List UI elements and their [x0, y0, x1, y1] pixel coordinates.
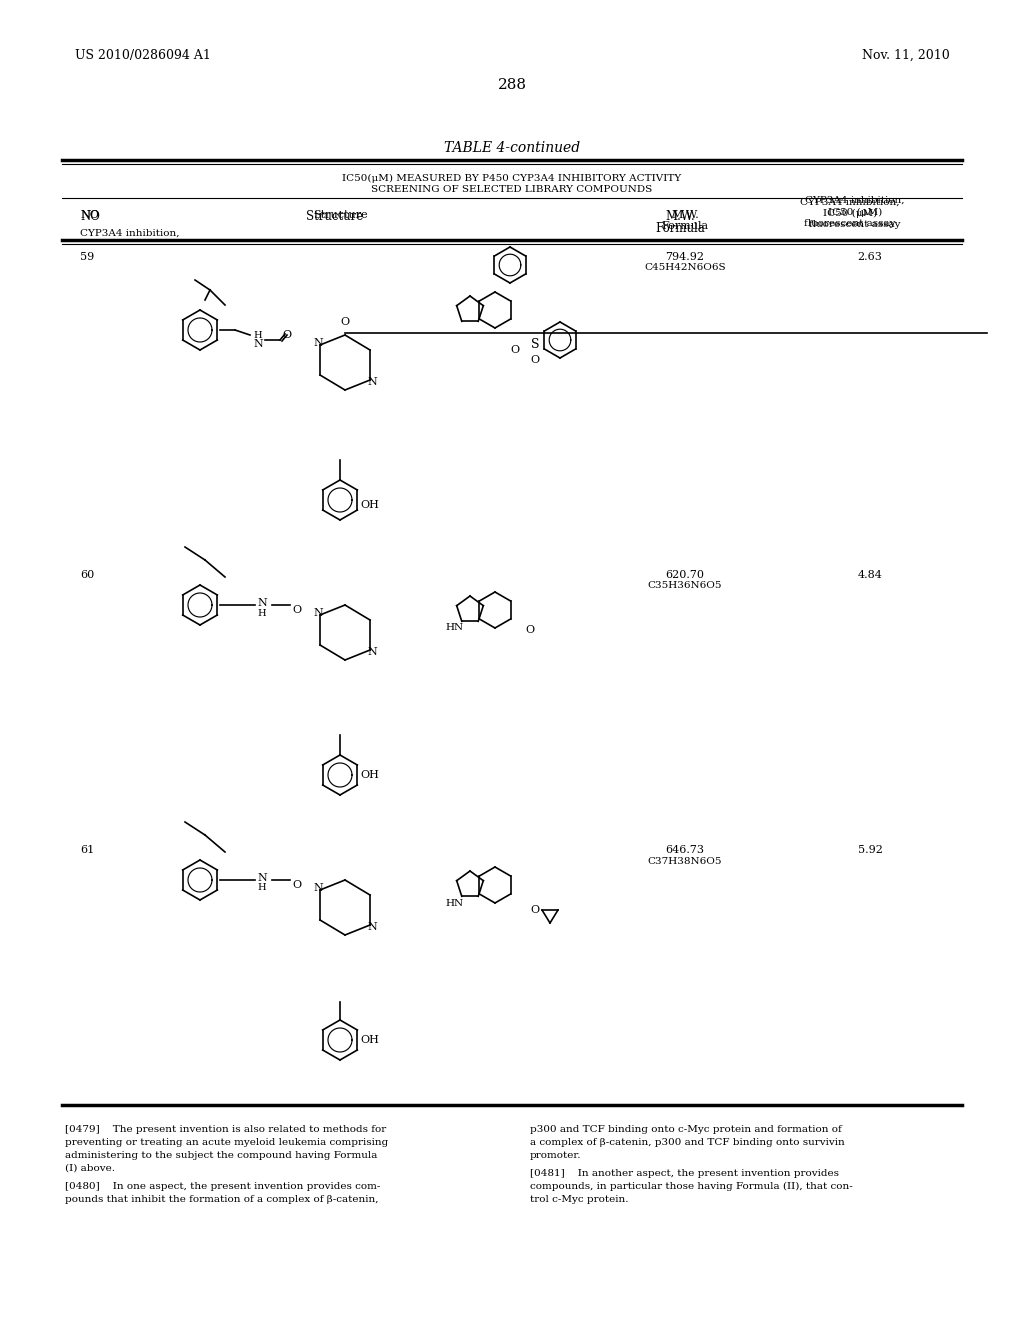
Text: CYP3A4 inhibition,: CYP3A4 inhibition,	[80, 228, 179, 238]
Text: [0479]    The present invention is also related to methods for: [0479] The present invention is also rel…	[65, 1125, 386, 1134]
Text: OH: OH	[360, 770, 379, 780]
Text: Formula: Formula	[655, 222, 705, 235]
Text: H: H	[257, 609, 265, 618]
Text: IC50 (μM): IC50 (μM)	[823, 209, 878, 218]
Text: N: N	[253, 339, 263, 348]
Text: N: N	[368, 378, 377, 387]
Text: Structure: Structure	[312, 210, 368, 220]
Text: OH: OH	[360, 500, 379, 510]
Text: Formula: Formula	[662, 220, 709, 231]
Text: N: N	[257, 598, 266, 609]
Text: O: O	[340, 317, 349, 327]
Text: compounds, in particular those having Formula (II), that con-: compounds, in particular those having Fo…	[530, 1181, 853, 1191]
Text: a complex of β-catenin, p300 and TCF binding onto survivin: a complex of β-catenin, p300 and TCF bin…	[530, 1138, 845, 1147]
Text: US 2010/0286094 A1: US 2010/0286094 A1	[75, 49, 211, 62]
Text: N: N	[313, 883, 323, 894]
Text: pounds that inhibit the formation of a complex of β-catenin,: pounds that inhibit the formation of a c…	[65, 1195, 379, 1204]
Text: Structure: Structure	[306, 210, 364, 223]
Text: 288: 288	[498, 78, 526, 92]
Text: 60: 60	[80, 570, 94, 579]
Text: CYP3A4 inhibition,: CYP3A4 inhibition,	[805, 195, 905, 205]
Text: O: O	[530, 906, 539, 915]
Text: HN: HN	[445, 623, 464, 632]
Text: H: H	[253, 330, 261, 339]
Text: (I) above.: (I) above.	[65, 1164, 115, 1173]
Text: 646.73: 646.73	[666, 845, 705, 855]
Text: M.W.: M.W.	[666, 210, 695, 223]
Text: OH: OH	[360, 1035, 379, 1045]
Text: trol c-Myc protein.: trol c-Myc protein.	[530, 1195, 629, 1204]
Text: S: S	[530, 338, 540, 351]
Text: [0480]    In one aspect, the present invention provides com-: [0480] In one aspect, the present invent…	[65, 1181, 380, 1191]
Text: O: O	[530, 355, 540, 366]
Text: O: O	[292, 880, 301, 890]
Text: TABLE 4-continued: TABLE 4-continued	[444, 141, 580, 154]
Text: C45H42N6O6S: C45H42N6O6S	[644, 264, 726, 272]
Text: IC50 (μM): IC50 (μM)	[827, 209, 882, 216]
Text: promoter.: promoter.	[530, 1151, 582, 1160]
Text: H: H	[257, 883, 265, 892]
Text: HN: HN	[445, 899, 464, 908]
Text: NO: NO	[80, 210, 100, 223]
Text: SCREENING OF SELECTED LIBRARY COMPOUNDS: SCREENING OF SELECTED LIBRARY COMPOUNDS	[372, 186, 652, 194]
Text: O: O	[510, 345, 519, 355]
Text: Nov. 11, 2010: Nov. 11, 2010	[862, 49, 950, 62]
Text: C35H36N6O5: C35H36N6O5	[648, 582, 722, 590]
Text: 620.70: 620.70	[666, 570, 705, 579]
Text: preventing or treating an acute myeloid leukemia comprising: preventing or treating an acute myeloid …	[65, 1138, 388, 1147]
Text: p300 and TCF binding onto c-Myc protein and formation of: p300 and TCF binding onto c-Myc protein …	[530, 1125, 842, 1134]
Text: 61: 61	[80, 845, 94, 855]
Text: O: O	[292, 605, 301, 615]
Text: 2.63: 2.63	[857, 252, 883, 261]
Text: fluorescent assay: fluorescent assay	[804, 219, 896, 228]
Text: N: N	[368, 921, 377, 932]
Text: 59: 59	[80, 252, 94, 261]
Text: N: N	[313, 338, 323, 348]
Text: N: N	[313, 609, 323, 618]
Text: [0481]    In another aspect, the present invention provides: [0481] In another aspect, the present in…	[530, 1170, 839, 1177]
Text: 5.92: 5.92	[857, 845, 883, 855]
Text: NO: NO	[80, 210, 99, 220]
Text: 4.84: 4.84	[857, 570, 883, 579]
Text: N: N	[368, 647, 377, 657]
Text: O: O	[525, 624, 535, 635]
Text: M.W.: M.W.	[671, 210, 698, 220]
Text: N: N	[257, 873, 266, 883]
Text: IC50(μM) MEASURED BY P450 CYP3A4 INHIBITORY ACTIVITY: IC50(μM) MEASURED BY P450 CYP3A4 INHIBIT…	[342, 173, 682, 182]
Text: 794.92: 794.92	[666, 252, 705, 261]
Text: CYP3A4 inhibition,: CYP3A4 inhibition,	[800, 198, 900, 206]
Text: C37H38N6O5: C37H38N6O5	[648, 857, 722, 866]
Text: fluorescent assay: fluorescent assay	[809, 220, 901, 228]
Text: administering to the subject the compound having Formula: administering to the subject the compoun…	[65, 1151, 378, 1160]
Text: O: O	[282, 330, 291, 341]
